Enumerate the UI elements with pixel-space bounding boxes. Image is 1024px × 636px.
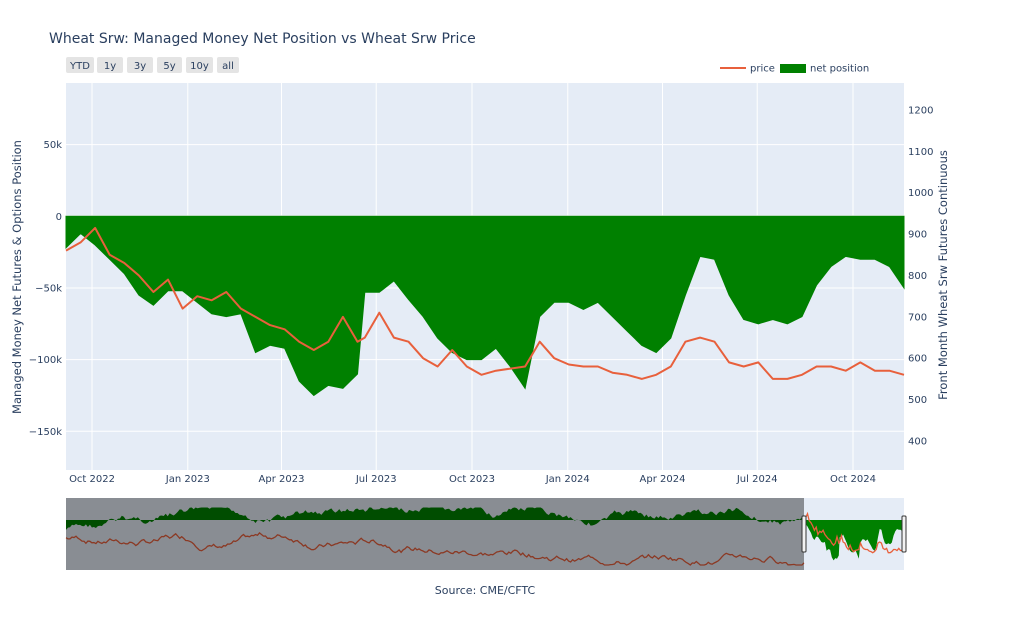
y2-tick-label: 700 [908, 312, 927, 323]
source-note: Source: CME/CFTC [435, 584, 536, 597]
y2-tick-label: 500 [908, 395, 927, 406]
range-button-label: 10y [190, 61, 209, 72]
x-axis: Oct 2022 Jan 2023 Apr 2023 Jul 2023 Oct 2023… [69, 474, 876, 485]
x-tick-label: Apr 2024 [640, 474, 686, 485]
net-position-fill [65, 215, 905, 397]
y2-tick-label: 900 [908, 230, 927, 241]
legend-net-position-swatch [780, 64, 806, 73]
range-button-bg [186, 57, 213, 73]
y-axis-title: Managed Money Net Futures & Options Posi… [10, 140, 24, 414]
range-button-1y[interactable]: 1y [97, 57, 123, 73]
x-tick-label: Oct 2023 [449, 474, 495, 485]
range-button-label: 5y [163, 61, 175, 72]
price-series [65, 226, 905, 380]
range-slider[interactable] [65, 498, 907, 570]
legend: price net position [720, 64, 869, 75]
y2-tick-label: 1200 [908, 105, 933, 116]
y-axis-left: 50k 0 −50k −100k −150k [29, 140, 62, 438]
y2-tick-label: 800 [908, 271, 927, 282]
range-slider-right-handle[interactable] [901, 515, 907, 553]
range-button-bg [66, 57, 94, 73]
y-tick-label: −150k [29, 427, 62, 438]
range-button-label: all [222, 61, 234, 72]
range-button-10y[interactable]: 10y [186, 57, 213, 73]
chart-title: Wheat Srw: Managed Money Net Position vs… [49, 31, 476, 47]
y-tick-label: 50k [43, 140, 62, 151]
range-slider-window-line [803, 511, 905, 554]
range-button-bg [217, 57, 239, 73]
y-axis-right: 1200 1100 1000 900 800 700 600 500 400 [908, 105, 933, 447]
x-tick-label: Apr 2023 [259, 474, 305, 485]
x-tick-label: Oct 2022 [69, 474, 115, 485]
range-button-bg [97, 57, 123, 73]
range-button-all[interactable]: all [217, 57, 239, 73]
legend-price-label[interactable]: price [750, 64, 775, 75]
x-tick-label: Jan 2023 [165, 474, 210, 485]
y-tick-label: 0 [56, 212, 62, 223]
net-position-area [65, 215, 905, 397]
y2-tick-label: 1100 [908, 147, 933, 158]
x-tick-label: Jul 2024 [736, 474, 778, 485]
x-tick-label: Oct 2024 [830, 474, 876, 485]
y-tick-label: −100k [29, 355, 62, 366]
range-slider-history-area [66, 507, 804, 530]
range-button-bg [157, 57, 182, 73]
y2-axis-title: Front Month Wheat Srw Futures Continuous [936, 150, 950, 400]
range-button-label: 3y [134, 61, 146, 72]
range-button-5y[interactable]: 5y [157, 57, 182, 73]
y-tick-label: −50k [35, 283, 62, 294]
range-slider-left-handle[interactable] [801, 515, 807, 553]
range-slider-mask [66, 498, 804, 570]
range-button-3y[interactable]: 3y [127, 57, 153, 73]
y2-tick-label: 400 [908, 437, 927, 448]
y2-tick-label: 600 [908, 354, 927, 365]
x-tick-label: Jan 2024 [545, 474, 590, 485]
range-button-ytd[interactable]: YTD [66, 57, 94, 73]
legend-net-position-label[interactable]: net position [810, 64, 869, 75]
x-tick-label: Jul 2023 [355, 474, 397, 485]
range-slider-window-area [804, 520, 904, 561]
price-line [65, 226, 905, 380]
range-button-label: YTD [69, 61, 90, 72]
range-button-bg [127, 57, 153, 73]
range-selector: YTD 1y 3y 5y 10y all [66, 57, 239, 73]
range-slider-history-line [65, 532, 805, 566]
range-button-label: 1y [104, 61, 116, 72]
y2-tick-label: 1000 [908, 188, 933, 199]
